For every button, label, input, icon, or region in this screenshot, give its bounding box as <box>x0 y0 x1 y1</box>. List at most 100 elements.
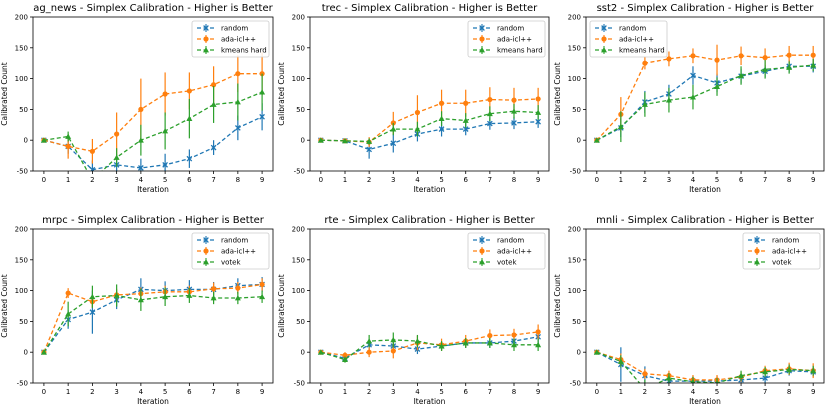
x-tick-label: 6 <box>187 388 192 396</box>
x-axis-label: Iteration <box>414 185 446 194</box>
data-point <box>137 296 144 303</box>
y-tick-label: 150 <box>15 256 28 264</box>
axes-frame <box>32 228 274 384</box>
axes-frame <box>309 16 550 172</box>
plot-area <box>317 324 542 363</box>
x-axis-label: Iteration <box>137 185 169 194</box>
y-tick-label: 100 <box>15 75 28 83</box>
data-point <box>486 120 493 127</box>
data-point <box>463 100 469 106</box>
series-line <box>43 283 263 353</box>
data-point <box>438 343 445 349</box>
series-random <box>593 60 817 144</box>
legend-label: random <box>221 237 248 245</box>
y-tick-label: -50 <box>17 168 28 176</box>
y-tick-label: 150 <box>292 256 305 264</box>
legend-label: ada-icl++ <box>221 36 256 44</box>
y-tick-label: 50 <box>296 106 305 114</box>
data-point <box>665 97 672 103</box>
x-tick-label: 4 <box>691 176 696 184</box>
legend-label: random <box>619 25 646 33</box>
data-point <box>511 97 517 103</box>
x-tick-label: 2 <box>90 176 94 184</box>
x-tick-label: 1 <box>66 176 70 184</box>
legend-marker <box>203 259 209 265</box>
legend-marker <box>203 25 209 31</box>
x-axis-label: Iteration <box>414 397 446 406</box>
legend-marker <box>479 36 485 42</box>
data-point <box>317 137 324 143</box>
legend-box <box>467 20 546 58</box>
data-point <box>510 108 517 114</box>
y-axis-label: Calibrated Count <box>553 62 562 125</box>
axes-frame <box>309 228 550 384</box>
x-tick-label: 3 <box>391 176 395 184</box>
chart-title: mrpc - Simplex Calibration - Higher is B… <box>42 215 265 226</box>
data-point <box>738 72 745 78</box>
data-point <box>162 161 168 168</box>
series-line <box>596 351 814 382</box>
x-tick-label: 4 <box>415 176 420 184</box>
data-point <box>235 285 241 291</box>
legend-marker <box>479 237 485 243</box>
data-point <box>89 293 96 300</box>
x-tick-label: 9 <box>260 176 264 184</box>
x-tick-label: 5 <box>439 176 443 184</box>
x-tick-label: 4 <box>139 388 144 396</box>
x-tick-label: 3 <box>114 176 118 184</box>
y-tick-label: 50 <box>572 318 581 326</box>
y-tick-label: 100 <box>292 287 305 295</box>
chart-panel-3: sst2 - Simplex Calibration - Higher is B… <box>553 3 825 194</box>
data-point <box>235 71 241 77</box>
x-tick-label: 5 <box>715 176 719 184</box>
series-ada-icl++ <box>318 87 541 147</box>
y-tick-label: 100 <box>292 75 305 83</box>
x-tick-label: 9 <box>536 176 540 184</box>
chart-title: mnli - Simplex Calibration - Higher is B… <box>596 215 815 226</box>
data-point <box>137 137 144 143</box>
data-point <box>510 341 517 348</box>
data-point <box>366 146 373 153</box>
x-tick-label: 3 <box>667 176 671 184</box>
data-point <box>438 126 445 132</box>
series-votek <box>317 332 542 363</box>
data-point <box>390 336 397 343</box>
x-tick-label: 7 <box>488 176 492 184</box>
data-point <box>642 371 648 377</box>
data-point <box>486 339 493 346</box>
data-point <box>138 106 144 112</box>
x-tick-label: 0 <box>42 176 46 184</box>
x-tick-label: 5 <box>163 388 167 396</box>
y-axis-label: Calibrated Count <box>277 274 286 337</box>
legend-label: random <box>772 237 799 245</box>
data-point <box>617 123 624 130</box>
legend-label: ada-icl++ <box>497 248 532 256</box>
data-point <box>113 292 120 298</box>
data-point <box>390 140 397 147</box>
y-tick-label: 50 <box>19 106 28 114</box>
x-tick-label: 2 <box>367 176 371 184</box>
y-tick-label: 0 <box>577 137 581 145</box>
data-point <box>762 375 768 381</box>
x-tick-label: 5 <box>715 388 719 396</box>
data-point <box>535 96 541 102</box>
x-tick-label: 3 <box>667 388 671 396</box>
legend-marker <box>203 36 209 42</box>
chart-title: trec - Simplex Calibration - Higher is B… <box>322 3 538 14</box>
data-point <box>186 88 192 94</box>
series-kmeans hard <box>593 58 817 143</box>
data-point <box>462 339 469 346</box>
y-tick-label: 200 <box>568 14 581 22</box>
series-line <box>320 339 539 361</box>
x-tick-label: 0 <box>595 176 599 184</box>
data-point <box>65 133 72 139</box>
series-line <box>596 65 814 141</box>
x-tick-label: 7 <box>488 388 492 396</box>
y-tick-label: 200 <box>292 14 305 22</box>
data-point <box>414 338 421 344</box>
x-tick-label: 6 <box>463 388 468 396</box>
chart-title: rte - Simplex Calibration - Higher is Be… <box>324 215 535 226</box>
legend-label: random <box>497 25 524 33</box>
data-point <box>642 60 648 66</box>
y-tick-label: -50 <box>570 168 581 176</box>
